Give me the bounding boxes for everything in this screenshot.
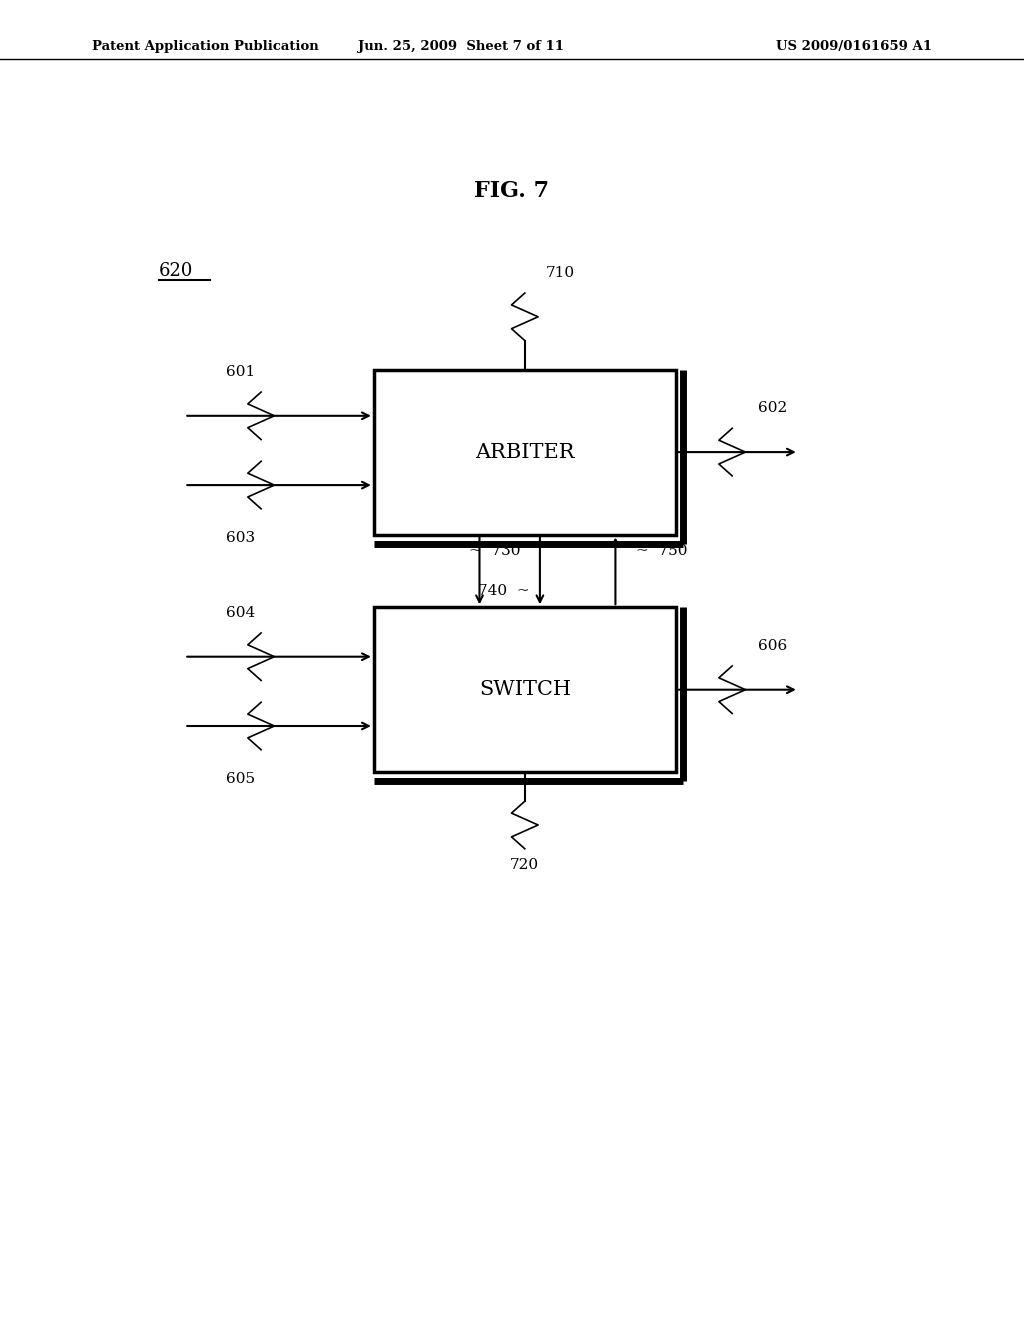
Text: 606: 606 — [758, 639, 787, 653]
FancyBboxPatch shape — [374, 370, 676, 535]
Text: ~  730: ~ 730 — [469, 544, 521, 558]
Text: ~  750: ~ 750 — [636, 544, 687, 558]
Text: 605: 605 — [226, 772, 255, 787]
Text: 601: 601 — [226, 364, 255, 379]
FancyBboxPatch shape — [374, 607, 676, 772]
Text: 603: 603 — [226, 532, 255, 545]
Text: Patent Application Publication: Patent Application Publication — [92, 40, 318, 53]
Text: 604: 604 — [226, 606, 255, 620]
Text: FIG. 7: FIG. 7 — [474, 181, 550, 202]
Text: 620: 620 — [159, 261, 194, 280]
Text: Jun. 25, 2009  Sheet 7 of 11: Jun. 25, 2009 Sheet 7 of 11 — [357, 40, 564, 53]
Text: 710: 710 — [545, 265, 574, 280]
Text: ARBITER: ARBITER — [475, 442, 574, 462]
Text: 720: 720 — [510, 858, 540, 873]
Text: SWITCH: SWITCH — [479, 680, 570, 700]
Text: US 2009/0161659 A1: US 2009/0161659 A1 — [776, 40, 932, 53]
Text: 740  ~: 740 ~ — [478, 583, 529, 598]
Text: 602: 602 — [758, 401, 787, 414]
